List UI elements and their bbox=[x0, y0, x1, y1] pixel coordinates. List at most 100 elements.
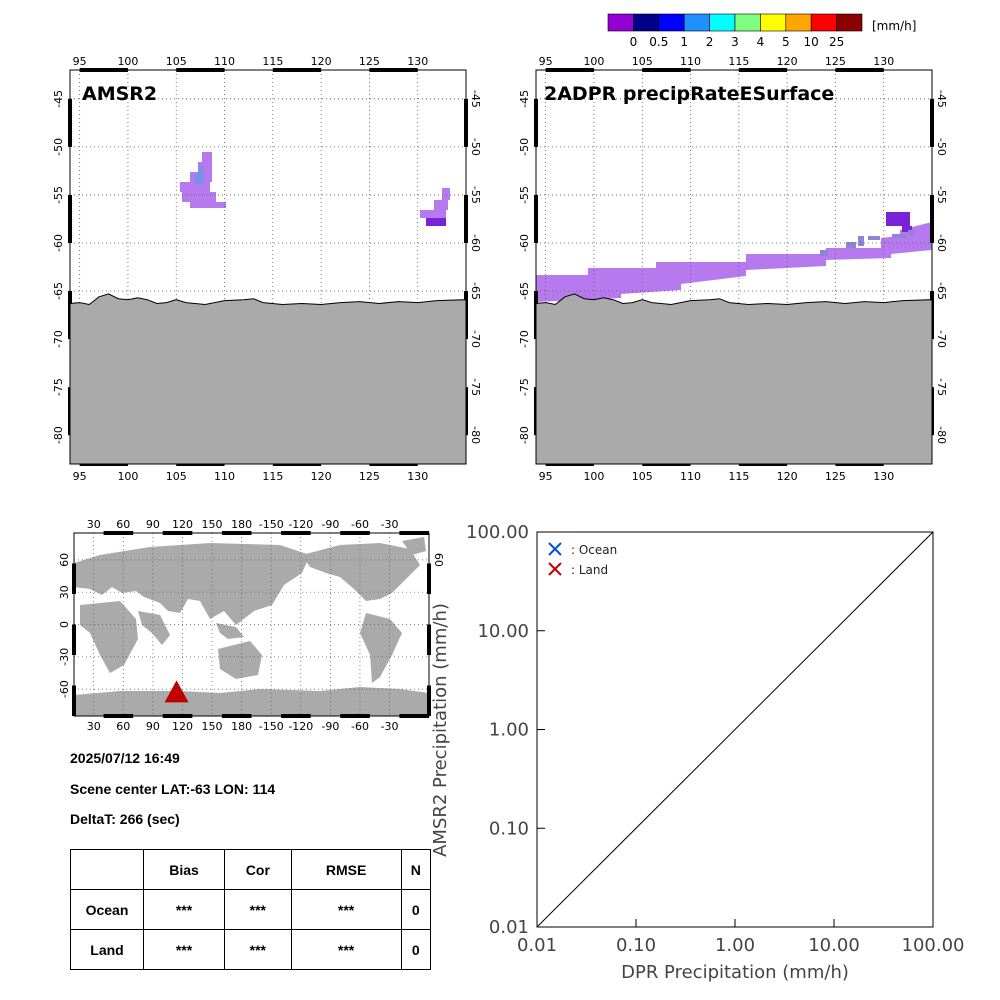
map-tick-labels: 95 95 100 100 105 105 110 110 115 115 120 120 125 125… bbox=[518, 55, 948, 483]
header-cor: Cor bbox=[224, 849, 292, 890]
lon-tick-label: -30 bbox=[381, 518, 399, 531]
colorbar-label: 1 bbox=[680, 35, 688, 49]
antarctica-landmass bbox=[69, 293, 467, 465]
lat-tick-label: -55 bbox=[935, 186, 948, 204]
lon-tick-label: 95 bbox=[539, 470, 553, 483]
amsr2-precip-pixels bbox=[180, 152, 450, 226]
lat-tick-label: -55 bbox=[469, 186, 482, 204]
colorbar-label: 25 bbox=[829, 35, 844, 49]
colorbar-cell bbox=[607, 13, 634, 32]
lon-tick-label: 115 bbox=[728, 55, 749, 68]
colorbar-label: 3 bbox=[731, 35, 739, 49]
lat-tick-label: -70 bbox=[518, 330, 531, 348]
lon-tick-label: -150 bbox=[259, 518, 284, 531]
cell-n: 0 bbox=[400, 889, 431, 930]
y-axis-label: AMSR2 Precipitation (mm/h) bbox=[430, 603, 451, 857]
lon-tick-label: 105 bbox=[166, 470, 187, 483]
lon-tick-label: 130 bbox=[873, 55, 894, 68]
row-label: Land bbox=[70, 929, 144, 970]
lat-tick-label: -70 bbox=[935, 330, 948, 348]
colorbar-cell bbox=[683, 13, 710, 32]
colorbar-label: 4 bbox=[757, 35, 765, 49]
lon-tick-label: 150 bbox=[202, 518, 223, 531]
colorbar-cell bbox=[633, 13, 660, 32]
lat-tick-label: -55 bbox=[518, 186, 531, 204]
lon-tick-label: 125 bbox=[359, 470, 380, 483]
lon-tick-label: -60 bbox=[351, 518, 369, 531]
lat-tick-label: -30 bbox=[58, 648, 71, 666]
scene-location-marker bbox=[164, 680, 189, 703]
header-rmse: RMSE bbox=[290, 849, 402, 890]
lat-tick-label: -60 bbox=[52, 234, 65, 252]
globe-tick-labels: 30 30 60 60 90 90 120 120 150 150 180 180 -150 -150 -1… bbox=[58, 518, 445, 733]
lon-tick-label: 100 bbox=[583, 470, 604, 483]
lat-tick-label: -45 bbox=[518, 90, 531, 108]
colorbar-cell bbox=[810, 13, 837, 32]
x-tick-label: 100.00 bbox=[902, 935, 965, 956]
lat-tick-label: -45 bbox=[52, 90, 65, 108]
globe-map: 30 30 60 60 90 90 120 120 150 150 180 180 -150 -150 -1… bbox=[58, 518, 445, 733]
y-tick-label: 0.10 bbox=[489, 818, 529, 839]
lon-tick-label: 105 bbox=[632, 470, 653, 483]
lon-tick-label: 90 bbox=[146, 518, 160, 531]
lon-tick-label: 100 bbox=[117, 470, 138, 483]
lon-tick-label: 125 bbox=[825, 55, 846, 68]
lon-tick-label: 180 bbox=[231, 518, 252, 531]
lat-tick-label: -65 bbox=[52, 282, 65, 300]
colorbar-label: 5 bbox=[782, 35, 790, 49]
x-tick-label: 1.00 bbox=[715, 935, 755, 956]
colorbar-label: 2 bbox=[706, 35, 714, 49]
colorbar-cell bbox=[785, 13, 812, 32]
x-tick-label: 0.10 bbox=[616, 935, 656, 956]
lat-tick-label: 0 bbox=[58, 621, 71, 628]
lat-tick-label: -75 bbox=[52, 378, 65, 396]
lat-tick-label: -45 bbox=[935, 90, 948, 108]
lon-tick-label: -120 bbox=[288, 518, 313, 531]
cell-cor: *** bbox=[224, 929, 292, 970]
lon-tick-label: -60 bbox=[351, 720, 369, 733]
map-frame bbox=[69, 69, 467, 465]
one-to-one-line bbox=[536, 531, 934, 928]
lat-tick-label: -50 bbox=[935, 138, 948, 156]
lon-tick-label: 95 bbox=[73, 470, 87, 483]
colorbar-cell bbox=[836, 13, 863, 32]
lon-tick-label: 30 bbox=[87, 518, 101, 531]
colorbar-cells bbox=[607, 13, 863, 32]
y-tick-label: 100.00 bbox=[466, 522, 529, 543]
world-landmasses bbox=[74, 537, 429, 716]
colorbar-labels: 0 0.5 1 2 3 4 5 10 25 bbox=[630, 35, 845, 49]
lon-tick-label: 110 bbox=[680, 470, 701, 483]
lon-tick-label: 180 bbox=[231, 720, 252, 733]
lon-tick-label: 110 bbox=[214, 55, 235, 68]
table-corner-cell bbox=[70, 849, 144, 890]
lon-tick-label: 110 bbox=[214, 470, 235, 483]
scene-center: Scene center LAT:-63 LON: 114 bbox=[70, 781, 276, 797]
lat-tick-label: -60 bbox=[518, 234, 531, 252]
cell-cor: *** bbox=[224, 889, 292, 930]
lat-tick-label: -60 bbox=[469, 234, 482, 252]
lat-tick-label: -70 bbox=[52, 330, 65, 348]
lon-tick-label: 100 bbox=[117, 55, 138, 68]
axis-ticks: 0.01 0.10 1.00 10.00 100.00 0.01 0.10 1.00 10.00… bbox=[466, 522, 964, 956]
table-header-row: Bias Cor RMSE N bbox=[70, 849, 431, 890]
cell-rmse: *** bbox=[290, 889, 402, 930]
legend-marker bbox=[548, 542, 562, 556]
colorbar: 0 0.5 1 2 3 4 5 10 25 [mm/h] bbox=[607, 13, 916, 49]
colorbar-label: 0 bbox=[630, 35, 638, 49]
lon-tick-label: 95 bbox=[539, 55, 553, 68]
dpr-precip-swath bbox=[536, 212, 932, 302]
lat-tick-label: -80 bbox=[52, 426, 65, 444]
lat-tick-label: -65 bbox=[935, 282, 948, 300]
amsr2-map: 95 95 100 100 105 105 110 110 115 115 120 120 125 125… bbox=[52, 55, 482, 483]
colorbar-cell bbox=[760, 13, 787, 32]
map-title: AMSR2 bbox=[82, 83, 157, 105]
lat-tick-label: -50 bbox=[518, 138, 531, 156]
lon-tick-label: 120 bbox=[777, 470, 798, 483]
y-tick-label: 10.00 bbox=[477, 621, 529, 642]
lon-tick-label: 60 bbox=[116, 518, 130, 531]
y-tick-label: 1.00 bbox=[489, 720, 529, 741]
lon-tick-label: 120 bbox=[777, 55, 798, 68]
scatter-plot: 0.01 0.10 1.00 10.00 100.00 0.01 0.10 1.00 10.00… bbox=[430, 522, 964, 983]
map-frame bbox=[535, 69, 933, 465]
lon-tick-label: 60 bbox=[116, 720, 130, 733]
